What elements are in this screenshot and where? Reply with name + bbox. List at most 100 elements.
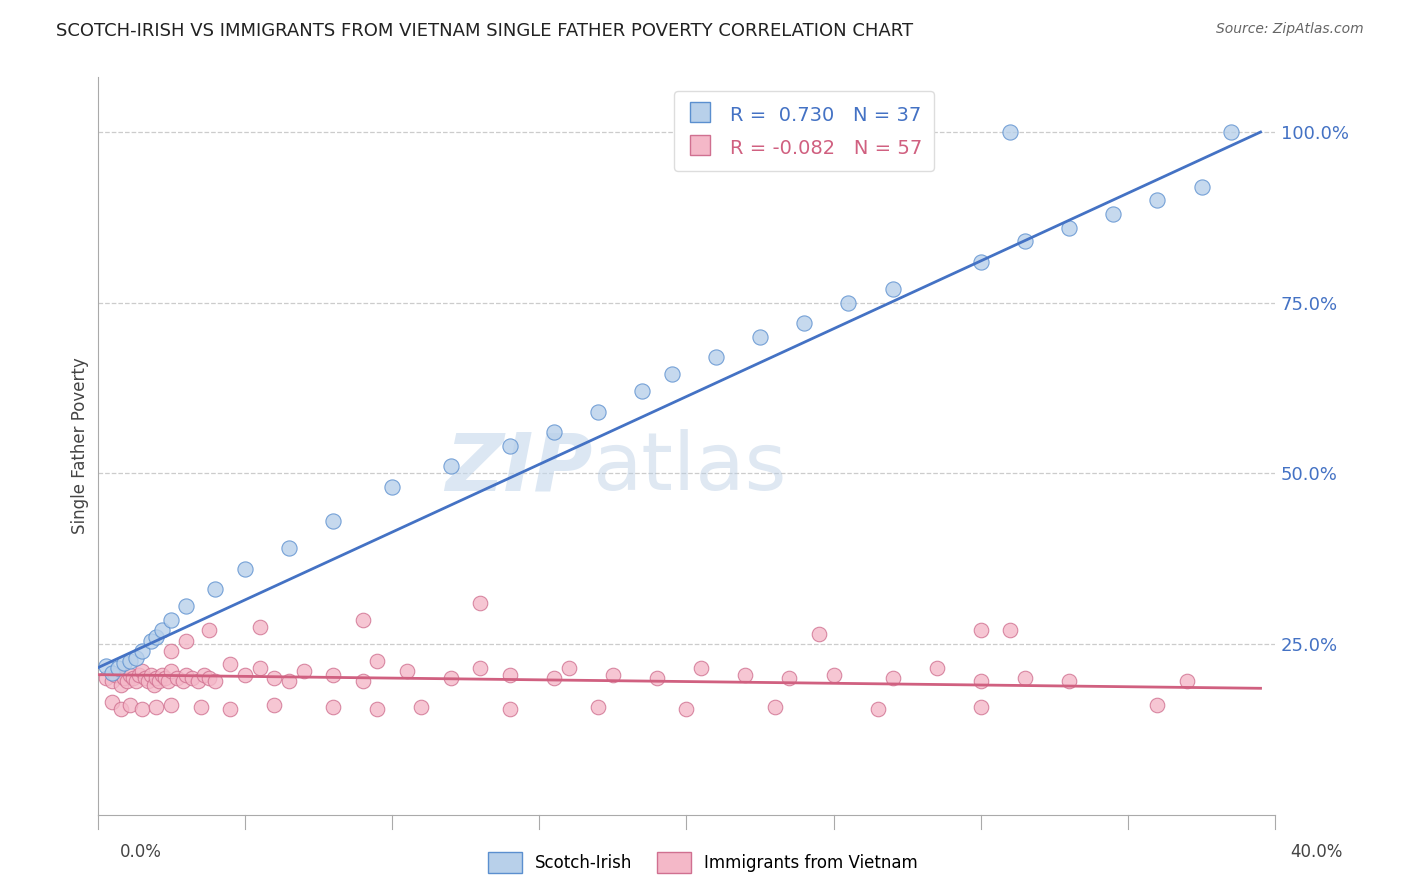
Point [366, 702, 388, 716]
Point [112, 656, 135, 670]
Point [157, 674, 180, 689]
Text: SCOTCH-IRISH VS IMMIGRANTS FROM VIETNAM SINGLE FATHER POVERTY CORRELATION CHART: SCOTCH-IRISH VS IMMIGRANTS FROM VIETNAM … [56, 22, 914, 40]
Point [219, 657, 242, 672]
Point [101, 665, 124, 680]
Point [249, 620, 271, 634]
Point [131, 665, 153, 679]
Point [145, 699, 167, 714]
Point [763, 699, 786, 714]
Point [263, 671, 285, 685]
Point [112, 671, 135, 685]
Point [1057, 220, 1080, 235]
Point [1014, 234, 1036, 248]
Point [139, 633, 162, 648]
Point [204, 582, 226, 597]
Point [882, 671, 904, 685]
Point [278, 674, 301, 689]
Point [322, 667, 344, 681]
Point [1220, 125, 1243, 139]
Point [690, 661, 713, 675]
Point [395, 665, 418, 679]
Point [145, 630, 167, 644]
Point [440, 459, 463, 474]
Point [118, 667, 141, 681]
Text: atlas: atlas [592, 429, 786, 508]
Point [107, 661, 129, 675]
Point [823, 667, 845, 681]
Point [704, 351, 727, 365]
Point [118, 654, 141, 668]
Point [155, 671, 177, 685]
Point [970, 699, 993, 714]
Point [1146, 194, 1168, 208]
Point [1000, 624, 1022, 638]
Point [160, 613, 183, 627]
Point [925, 661, 948, 675]
Point [470, 596, 492, 610]
Point [110, 702, 132, 716]
Point [233, 562, 256, 576]
Text: 40.0%: 40.0% [1291, 843, 1343, 861]
Text: ZIP: ZIP [444, 429, 592, 508]
Legend: Scotch-Irish, Immigrants from Vietnam: Scotch-Irish, Immigrants from Vietnam [482, 846, 924, 880]
Point [278, 541, 301, 556]
Point [219, 702, 242, 716]
Point [174, 599, 197, 614]
Text: 0.0%: 0.0% [120, 843, 162, 861]
Point [1191, 179, 1213, 194]
Point [470, 661, 492, 675]
Point [101, 674, 124, 689]
Point [101, 695, 124, 709]
Point [675, 702, 697, 716]
Point [352, 674, 374, 689]
Point [778, 671, 800, 685]
Point [150, 667, 173, 681]
Point [631, 384, 654, 399]
Point [128, 667, 150, 681]
Point [1000, 125, 1022, 139]
Point [322, 699, 344, 714]
Point [1057, 674, 1080, 689]
Point [322, 514, 344, 528]
Point [366, 654, 388, 668]
Point [193, 667, 215, 681]
Point [118, 698, 141, 713]
Point [125, 650, 148, 665]
Point [970, 674, 993, 689]
Point [543, 425, 565, 440]
Point [557, 661, 579, 675]
Point [249, 661, 271, 675]
Point [187, 674, 209, 689]
Point [233, 667, 256, 681]
Point [292, 665, 315, 679]
Point [866, 702, 889, 716]
Point [586, 699, 609, 714]
Point [110, 678, 132, 692]
Point [122, 671, 145, 685]
Point [204, 674, 226, 689]
Point [837, 295, 859, 310]
Point [586, 405, 609, 419]
Point [793, 316, 815, 330]
Point [970, 624, 993, 638]
Point [142, 678, 165, 692]
Point [882, 282, 904, 296]
Point [190, 699, 212, 714]
Point [263, 698, 285, 713]
Point [125, 674, 148, 689]
Point [145, 671, 167, 685]
Point [1146, 698, 1168, 713]
Legend: R =  0.730   N = 37, R = -0.082   N = 57: R = 0.730 N = 37, R = -0.082 N = 57 [673, 91, 935, 171]
Point [970, 254, 993, 268]
Point [1102, 207, 1125, 221]
Point [174, 667, 197, 681]
Point [1014, 671, 1036, 685]
Point [499, 702, 522, 716]
Point [160, 644, 183, 658]
Point [134, 671, 156, 685]
Point [174, 633, 197, 648]
Point [499, 439, 522, 453]
Point [440, 671, 463, 685]
Point [150, 624, 173, 638]
Point [749, 330, 772, 344]
